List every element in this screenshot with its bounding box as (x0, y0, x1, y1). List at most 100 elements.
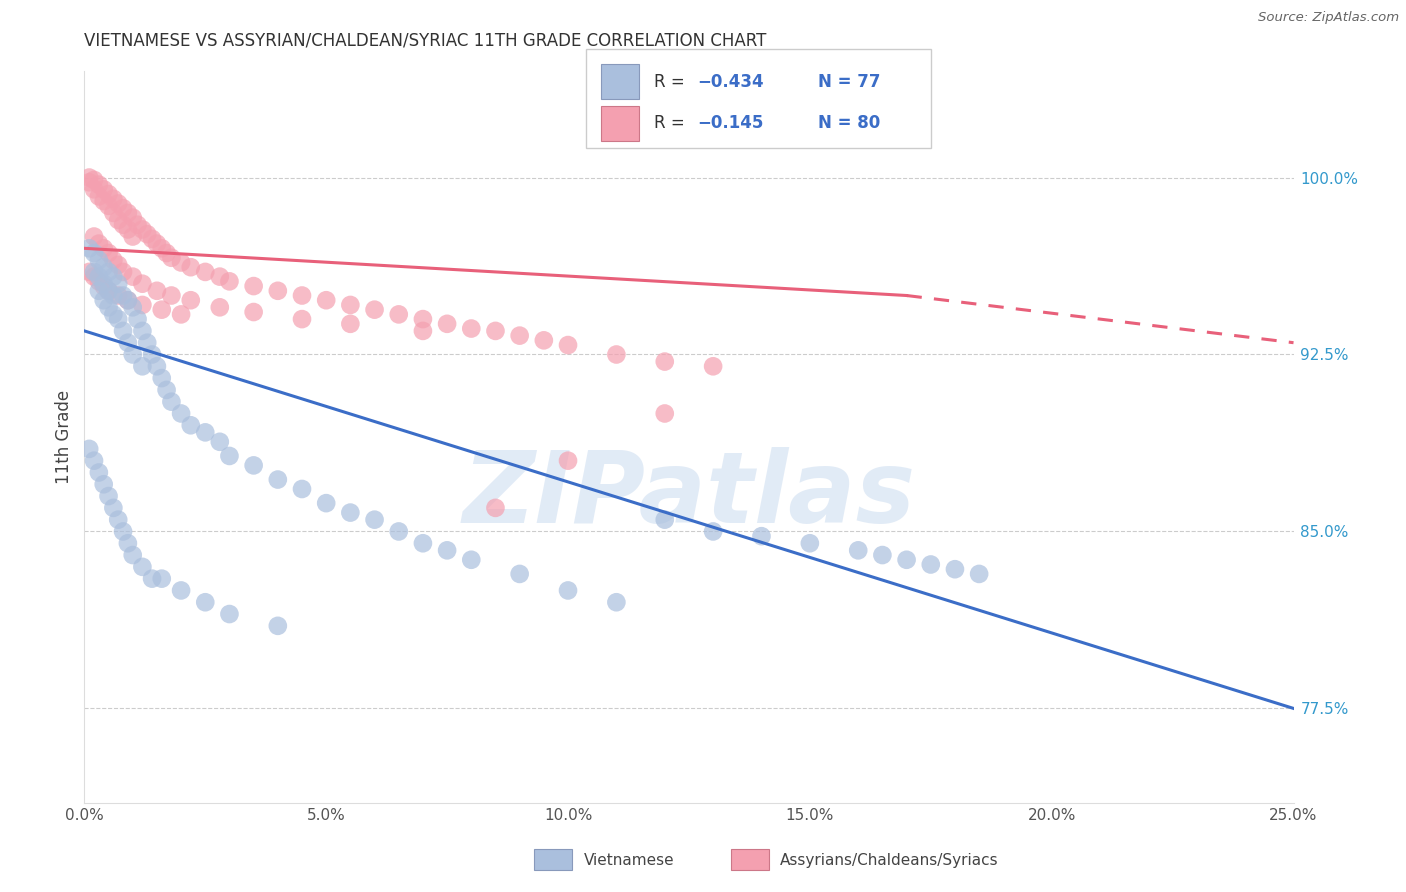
Bar (600, 64, 640, 99)
Point (920, 558, 942, 572)
Point (484, 500, 506, 515)
Point (93, 277, 115, 291)
Point (103, 269, 125, 284)
Point (136, 227, 159, 242)
Point (150, 371, 173, 385)
Point (112, 265, 135, 279)
Point (460, 553, 482, 567)
Point (127, 218, 149, 232)
Point (605, 595, 627, 609)
Point (103, 206, 125, 220)
Point (170, 583, 193, 598)
Point (107, 213, 129, 227)
Point (339, 506, 361, 520)
Point (87, 253, 110, 268)
Point (112, 324, 135, 338)
Point (170, 255, 193, 269)
Y-axis label: 11th Grade: 11th Grade (55, 390, 73, 484)
Point (121, 347, 143, 361)
Point (180, 418, 202, 433)
Text: ZIPatlas: ZIPatlas (463, 447, 915, 544)
Point (121, 548, 143, 562)
Point (315, 496, 337, 510)
Point (155, 246, 177, 260)
Point (127, 312, 149, 326)
Point (412, 312, 434, 326)
Point (339, 317, 361, 331)
Point (218, 449, 240, 463)
Text: Vietnamese: Vietnamese (583, 853, 673, 868)
Text: N = 80: N = 80 (818, 114, 880, 132)
Point (388, 307, 411, 321)
Point (107, 196, 129, 211)
Point (117, 206, 139, 220)
Point (87, 284, 110, 298)
Point (103, 253, 125, 268)
Point (97, 187, 120, 202)
Point (509, 328, 531, 343)
Point (218, 607, 240, 621)
Point (291, 312, 314, 326)
Point (103, 288, 125, 302)
Point (77, 265, 100, 279)
Point (291, 288, 314, 302)
Point (339, 298, 361, 312)
Point (103, 307, 125, 321)
Point (131, 277, 153, 291)
Point (557, 453, 579, 467)
Point (77, 241, 100, 255)
Point (557, 583, 579, 598)
Point (87, 269, 110, 284)
Point (436, 543, 458, 558)
Text: VIETNAMESE VS ASSYRIAN/CHALDEAN/SYRIAC 11TH GRADE CORRELATION CHART: VIETNAMESE VS ASSYRIAN/CHALDEAN/SYRIAC 1… (84, 31, 766, 49)
Point (93, 477, 115, 491)
Point (194, 425, 217, 440)
Point (943, 562, 966, 576)
Point (315, 293, 337, 308)
Point (460, 321, 482, 335)
Point (160, 394, 183, 409)
Point (208, 301, 231, 315)
Point (533, 334, 555, 348)
Point (896, 553, 918, 567)
Point (141, 232, 163, 246)
Text: Assyrians/Chaldeans/Syriacs: Assyrians/Chaldeans/Syriacs (780, 853, 998, 868)
Point (146, 284, 169, 298)
Point (242, 279, 264, 293)
Point (751, 529, 773, 543)
Point (112, 288, 135, 302)
Point (155, 383, 177, 397)
Point (412, 324, 434, 338)
Point (194, 265, 217, 279)
Point (77, 170, 100, 185)
Text: −0.434: −0.434 (697, 72, 763, 91)
Point (117, 293, 139, 308)
Point (87, 466, 110, 480)
Point (77, 175, 100, 189)
Point (799, 536, 821, 550)
Point (605, 347, 627, 361)
Point (654, 513, 676, 527)
Point (180, 293, 202, 308)
Point (242, 458, 264, 473)
Point (702, 359, 724, 374)
Point (93, 182, 115, 196)
Point (97, 265, 120, 279)
Point (77, 442, 100, 456)
Point (112, 524, 135, 539)
Text: R =: R = (654, 114, 690, 132)
Point (107, 513, 129, 527)
Point (83, 173, 105, 187)
Point (83, 229, 105, 244)
Point (131, 559, 153, 574)
Point (141, 347, 163, 361)
Point (363, 302, 385, 317)
Point (83, 182, 105, 196)
Point (97, 301, 120, 315)
Point (112, 218, 135, 232)
Point (170, 307, 193, 321)
Point (150, 302, 173, 317)
Point (121, 269, 143, 284)
Bar (600, 106, 640, 141)
Point (218, 274, 240, 288)
